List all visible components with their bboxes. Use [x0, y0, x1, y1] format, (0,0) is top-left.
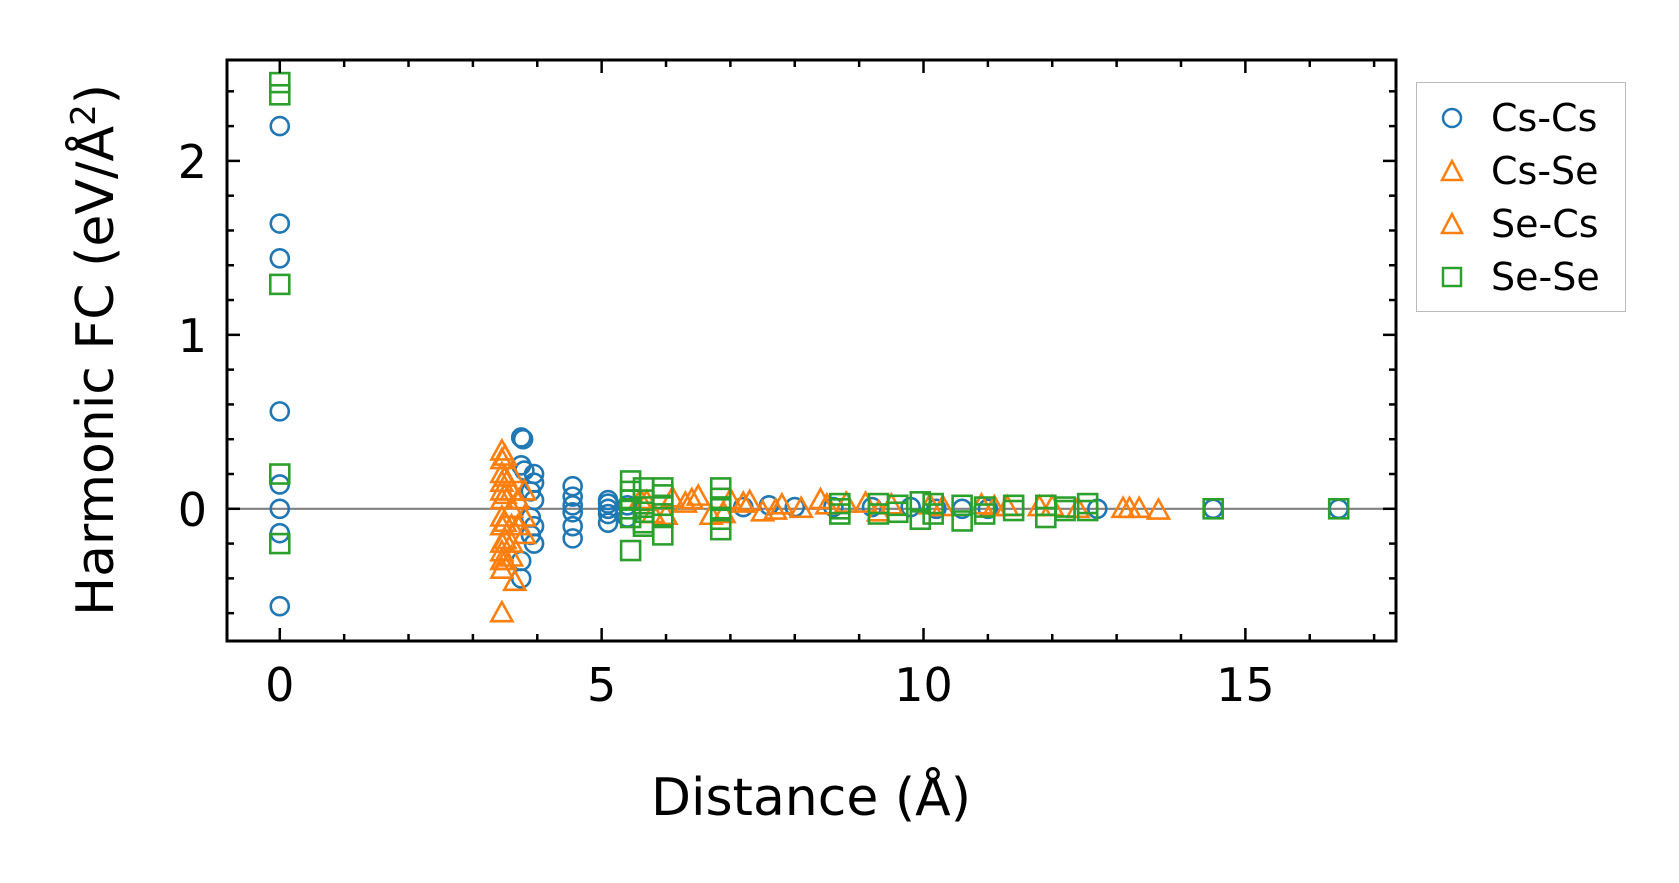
data-point-square	[1202, 497, 1224, 520]
legend-label: Cs-Se	[1491, 148, 1599, 193]
data-point-triangle	[489, 599, 515, 623]
data-point-triangle	[736, 488, 763, 512]
y-axis-label-sup: 2	[64, 104, 104, 126]
y-axis-label-end: )	[66, 84, 126, 104]
data-point-square	[1035, 506, 1057, 529]
data-point-triangle	[492, 481, 518, 505]
data-point-square	[909, 491, 932, 513]
data-point-square	[909, 508, 932, 531]
data-point-square	[619, 539, 642, 562]
data-point-circle	[269, 115, 291, 137]
data-point-triangle	[833, 489, 859, 513]
data-point-square	[1054, 499, 1076, 522]
data-point-square	[652, 524, 674, 546]
data-point-circle	[512, 428, 534, 450]
data-point-square	[1076, 499, 1099, 522]
data-point-triangle	[685, 482, 711, 506]
data-point-circle	[269, 401, 291, 422]
data-point-circle	[562, 475, 583, 497]
data-point-square	[268, 71, 291, 94]
data-point-square	[652, 494, 674, 517]
data-point-circle	[269, 248, 291, 269]
legend: Cs-Cs Cs-Se Se-Cs Se-Se	[1416, 82, 1626, 312]
data-point-square	[973, 503, 996, 525]
data-point-square	[829, 503, 851, 525]
legend-item-se-se: Se-Se	[1417, 250, 1625, 303]
data-point-triangle	[502, 568, 528, 592]
plot-frame	[225, 58, 1398, 643]
data-point-triangle	[1145, 496, 1172, 520]
legend-item-cs-se: Cs-Se	[1417, 144, 1625, 197]
data-point-square	[268, 273, 291, 296]
series-cs-se	[489, 437, 1172, 623]
data-point-square	[709, 518, 732, 541]
data-point-triangle	[730, 489, 756, 513]
triangle-marker-icon	[1439, 210, 1465, 234]
legend-label: Se-Se	[1491, 254, 1600, 299]
data-point-circle	[562, 528, 583, 549]
data-point-square	[268, 83, 291, 106]
x-tick-label: 5	[587, 658, 616, 712]
data-point-circle	[269, 213, 291, 234]
data-point-square	[268, 532, 291, 555]
data-point-triangle	[762, 496, 789, 520]
y-axis-label-main: Harmonic FC (eV/Å	[64, 125, 126, 616]
data-point-triangle	[679, 486, 705, 510]
axes: 0 5 10 15 0 1 2	[178, 58, 1398, 712]
square-marker-icon	[1441, 266, 1463, 287]
data-point-triangle	[852, 489, 879, 513]
data-point-triangle	[492, 547, 518, 571]
triangle-marker-icon	[1439, 157, 1465, 181]
data-point-square	[951, 494, 973, 517]
data-point-triangle	[505, 486, 531, 510]
data-point-circle	[269, 595, 291, 617]
data-point-circle	[597, 503, 619, 525]
data-point-square	[922, 503, 944, 525]
x-tick-label: 15	[1216, 658, 1275, 712]
series-cs-cs	[269, 115, 1350, 617]
data-point-circle	[562, 515, 583, 537]
data-point-circle	[562, 495, 583, 516]
data-point-square	[886, 501, 909, 524]
circle-marker-icon	[1441, 107, 1463, 128]
data-point-circle	[510, 427, 532, 448]
data-point-triangle	[788, 495, 814, 519]
data-point-triangle	[1116, 495, 1143, 519]
data-point-triangle	[498, 543, 525, 567]
series-se-se	[268, 71, 1350, 562]
data-point-square	[652, 506, 674, 529]
x-tick-label: 0	[265, 658, 294, 712]
y-tick-label: 1	[178, 309, 207, 363]
data-point-square	[1327, 497, 1350, 520]
data-point-circle	[617, 495, 638, 516]
data-point-square	[1002, 499, 1025, 522]
data-point-square	[951, 510, 973, 532]
data-point-triangle	[505, 512, 531, 536]
legend-item-se-cs: Se-Cs	[1417, 197, 1625, 250]
x-axis-label: Distance (Å)	[651, 766, 971, 828]
legend-label: Cs-Cs	[1491, 95, 1598, 140]
x-tick-label: 10	[894, 658, 953, 712]
data-point-circle	[562, 486, 583, 507]
data-point-circle	[597, 512, 619, 534]
plot-area	[227, 71, 1396, 623]
y-tick-label: 2	[178, 135, 207, 189]
data-point-square	[268, 463, 291, 485]
data-point-circle	[562, 501, 583, 523]
legend-label: Se-Cs	[1491, 201, 1599, 246]
data-point-triangle	[865, 498, 892, 522]
y-tick-label: 0	[178, 483, 207, 537]
data-point-circle	[269, 498, 291, 520]
y-axis-label: Harmonic FC (eV/Å2)	[64, 84, 126, 616]
data-point-circle	[597, 498, 619, 520]
legend-item-cs-cs: Cs-Cs	[1417, 91, 1625, 144]
